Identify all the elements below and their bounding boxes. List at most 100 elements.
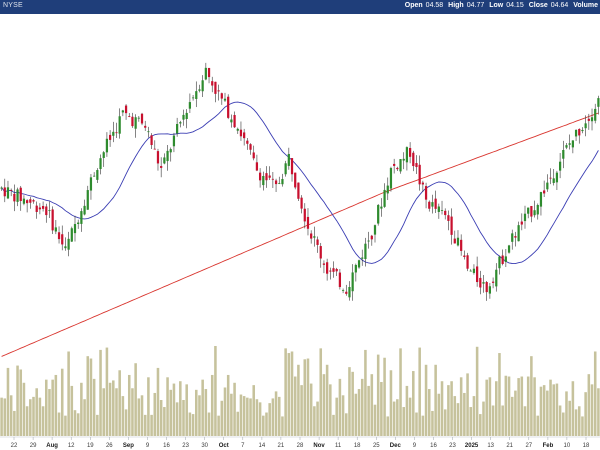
- candle-down: [217, 84, 220, 101]
- short-ma-line: [1, 101, 599, 265]
- candle-down: [239, 121, 243, 141]
- candle-down: [115, 122, 118, 139]
- candle-body: [153, 148, 156, 150]
- volume-bar: [76, 413, 80, 436]
- volume-bar: [520, 376, 524, 436]
- candle-down: [306, 208, 310, 236]
- candle-body: [26, 200, 29, 204]
- candle-up: [77, 219, 80, 229]
- candle-body: [137, 117, 140, 119]
- candle-up: [373, 224, 377, 243]
- candle-body: [361, 257, 364, 259]
- candle-body: [0, 187, 3, 189]
- candle-up: [571, 140, 574, 154]
- candle-down: [319, 242, 322, 268]
- volume-bar: [99, 349, 102, 436]
- candle-down: [450, 208, 453, 245]
- volume-bar: [463, 392, 466, 436]
- x-tick-label: 25: [373, 443, 380, 449]
- candle-down: [329, 267, 332, 280]
- candle-up: [348, 281, 351, 301]
- volume-bar: [475, 346, 479, 436]
- candle-down: [207, 67, 211, 84]
- x-tick-label: 22: [11, 443, 18, 449]
- candle-up: [262, 171, 265, 191]
- candle-body: [405, 147, 409, 163]
- candle-body: [316, 239, 319, 245]
- candle-up: [188, 93, 192, 114]
- candle-body: [204, 67, 207, 80]
- volume-bar: [357, 389, 361, 436]
- candle-body: [45, 206, 48, 216]
- candle-up: [469, 269, 472, 272]
- volume-bar: [309, 383, 313, 436]
- candle-up: [137, 116, 140, 122]
- volume-bar: [67, 351, 70, 436]
- volume-bar: [364, 349, 367, 436]
- volume-bar: [41, 406, 45, 436]
- candle-body: [402, 158, 405, 161]
- candle-body: [156, 151, 160, 164]
- volume-bar: [386, 416, 390, 436]
- volume-bar: [73, 410, 77, 436]
- candle-body: [565, 145, 568, 148]
- candle-body: [300, 197, 303, 209]
- volume-bar: [539, 386, 543, 436]
- candle-up: [565, 143, 568, 150]
- candle-body: [176, 123, 179, 134]
- candle-body: [495, 269, 498, 287]
- volume-bar: [562, 412, 565, 436]
- candle-up: [287, 147, 290, 170]
- volume-bar: [182, 400, 185, 436]
- volume-bar: [207, 412, 211, 436]
- candle-up: [539, 191, 543, 216]
- candle-body: [453, 238, 456, 244]
- candle-up: [313, 226, 316, 247]
- open-label: Open: [404, 2, 423, 9]
- candle-body: [252, 152, 255, 159]
- candle-up: [118, 108, 121, 139]
- long-ma-line: [1, 112, 599, 357]
- candle-up: [223, 92, 227, 102]
- volume-bar: [431, 410, 434, 436]
- candle-up: [341, 288, 345, 294]
- candle-body: [549, 177, 552, 179]
- candle-body: [16, 189, 19, 202]
- volume-bar: [300, 385, 303, 436]
- candle-body: [558, 161, 562, 171]
- x-tick-label: 19: [87, 443, 94, 449]
- candle-up: [195, 81, 198, 108]
- price-chart[interactable]: 22 29 Aug 12 19 26 Sep 9 16 23 30 Oct 7 14 21 28 Nov 11 18…: [0, 14, 600, 450]
- candle-body: [552, 178, 555, 183]
- x-tick-label: 11: [335, 443, 342, 449]
- candle-body: [348, 287, 351, 298]
- volume-bar: [179, 381, 182, 436]
- candle-down: [520, 213, 523, 231]
- volume-bar: [51, 379, 54, 436]
- candle-body: [306, 216, 310, 229]
- x-tick-label: Sep: [123, 443, 134, 449]
- candle-down: [41, 201, 45, 212]
- candle-up: [191, 94, 195, 101]
- volume-bar: [501, 405, 504, 436]
- candle-down: [530, 205, 533, 223]
- volume-bar: [271, 398, 275, 436]
- candle-up: [198, 84, 201, 93]
- candle-up: [511, 229, 514, 250]
- candle-up: [357, 259, 361, 269]
- candle-body: [498, 256, 501, 269]
- volume-bar: [60, 368, 64, 436]
- candle-up: [176, 117, 179, 137]
- candle-body: [22, 198, 26, 204]
- candle-body: [364, 243, 367, 260]
- candle-body: [555, 172, 559, 183]
- candle-down: [294, 172, 297, 190]
- candle-down: [415, 155, 418, 175]
- candle-body: [121, 110, 124, 113]
- candle-body: [590, 117, 594, 122]
- volume-bar: [293, 376, 297, 436]
- candle-body: [581, 129, 584, 132]
- candle-up: [389, 166, 393, 192]
- candle-body: [507, 245, 511, 253]
- candle-body: [96, 170, 99, 180]
